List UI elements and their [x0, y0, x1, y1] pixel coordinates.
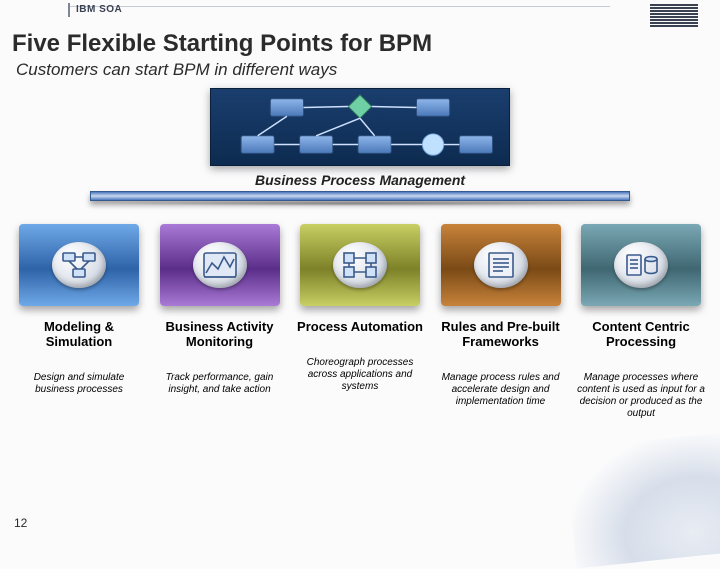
header-tick: [68, 3, 70, 17]
pillar-color-block: [19, 224, 139, 306]
pillar-desc: Manage processes where content is used a…: [576, 372, 706, 420]
monitoring-icon: [193, 242, 247, 288]
content-icon: [614, 242, 668, 288]
pillar-desc: Track performance, gain insight, and tak…: [155, 372, 285, 396]
slide-title: Five Flexible Starting Points for BPM: [0, 28, 720, 58]
pillar-color-block: [441, 224, 561, 306]
pillar-desc: Design and simulate business processes: [14, 372, 144, 396]
pillar: Modeling & Simulation Design and simulat…: [14, 224, 144, 420]
pillar-desc: Manage process rules and accelerate desi…: [436, 372, 566, 408]
pillar-color-block: [160, 224, 280, 306]
pillar: Process Automation Choreograph processes…: [295, 224, 425, 420]
ibm-logo: [650, 4, 698, 27]
bpm-bar: [90, 191, 630, 201]
pillars-row: Modeling & Simulation Design and simulat…: [0, 206, 720, 420]
pillar: Content Centric Processing Manage proces…: [576, 224, 706, 420]
header-rule: [70, 6, 610, 7]
pillar-color-block: [581, 224, 701, 306]
page-number: 12: [14, 516, 27, 530]
rules-icon: [474, 242, 528, 288]
pillar: Business Activity Monitoring Track perfo…: [155, 224, 285, 420]
pillar-title: Process Automation: [297, 320, 423, 335]
footer-decoration: [564, 431, 720, 568]
slide-subtitle: Customers can start BPM in different way…: [0, 58, 720, 86]
bpm-label: Business Process Management: [0, 172, 720, 188]
pillar-title: Modeling & Simulation: [14, 320, 144, 350]
header-tag: IBM SOA: [76, 4, 122, 15]
slide-header: IBM SOA: [0, 0, 720, 28]
automation-icon: [333, 242, 387, 288]
modeling-icon: [52, 242, 106, 288]
pillar-color-block: [300, 224, 420, 306]
pillar-title: Business Activity Monitoring: [155, 320, 285, 350]
pillar-title: Rules and Pre-built Frameworks: [436, 320, 566, 350]
bpm-flow-diagram: [210, 88, 510, 166]
pillar: Rules and Pre-built Frameworks Manage pr…: [436, 224, 566, 420]
pillar-title: Content Centric Processing: [576, 320, 706, 350]
pillar-desc: Choreograph processes across application…: [295, 357, 425, 393]
